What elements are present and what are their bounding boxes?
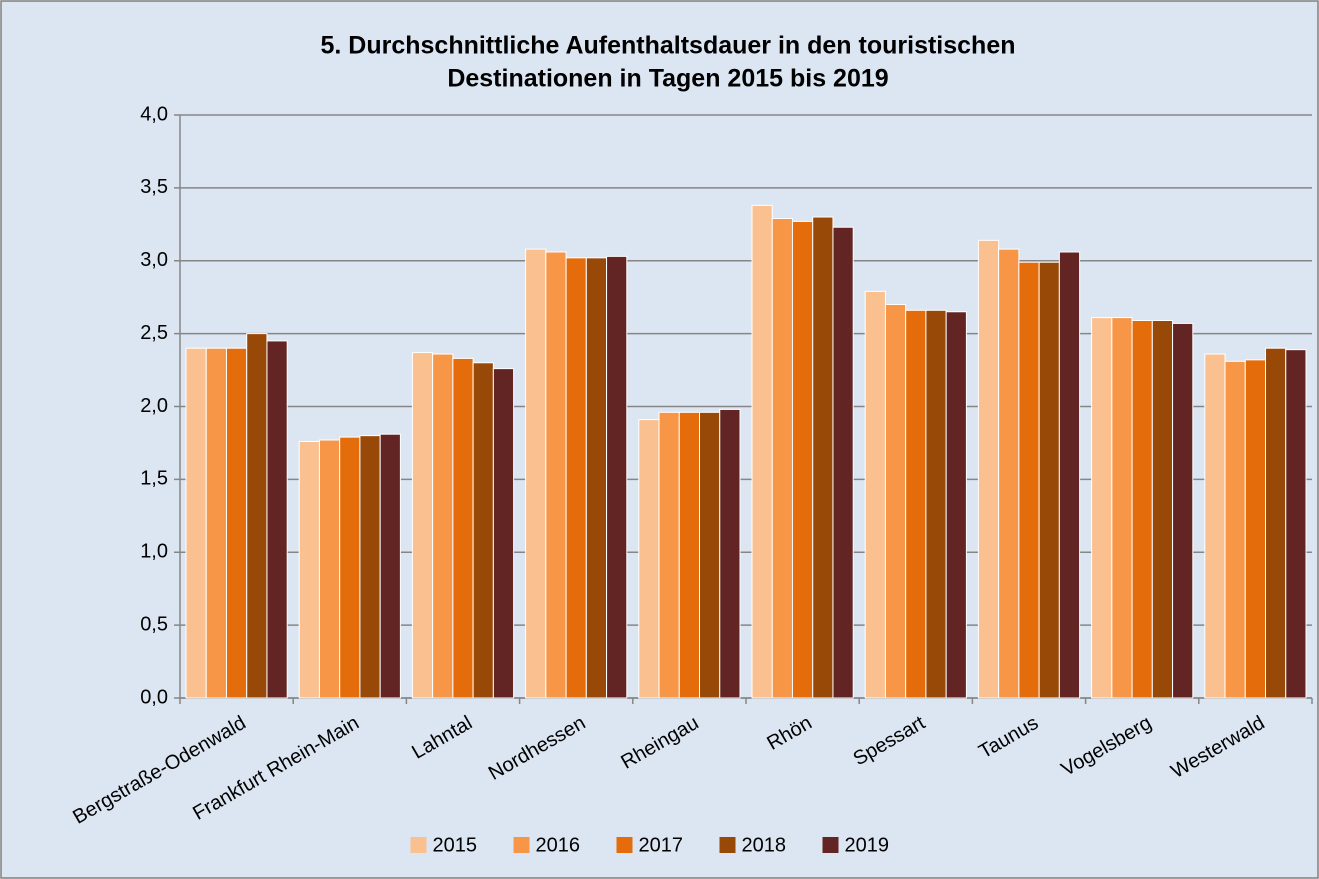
bar bbox=[205, 347, 227, 699]
bar bbox=[1204, 353, 1226, 699]
bar bbox=[492, 368, 515, 699]
bar bbox=[525, 248, 547, 699]
legend-label: 2016 bbox=[536, 834, 581, 856]
bar bbox=[1224, 360, 1246, 699]
y-tick-label: 1,0 bbox=[140, 541, 168, 563]
bar bbox=[998, 248, 1020, 699]
bar bbox=[565, 257, 587, 699]
bar bbox=[379, 433, 401, 699]
bar bbox=[472, 362, 494, 699]
bar bbox=[1038, 261, 1060, 699]
bar bbox=[678, 411, 701, 699]
legend-swatch bbox=[719, 837, 736, 853]
bar bbox=[1131, 320, 1153, 699]
legend-swatch bbox=[410, 837, 427, 853]
bar bbox=[411, 352, 434, 699]
bar bbox=[658, 411, 680, 699]
bar bbox=[905, 309, 927, 699]
y-tick-label: 1,5 bbox=[140, 468, 168, 490]
chart-title: 5. Durchschnittliche Aufenthaltsdauer in… bbox=[320, 32, 1015, 60]
bar bbox=[225, 347, 248, 699]
bar bbox=[751, 204, 773, 699]
bar bbox=[359, 435, 381, 699]
bar bbox=[545, 251, 567, 699]
bar bbox=[1244, 359, 1267, 699]
bar bbox=[638, 419, 660, 699]
bar bbox=[1018, 261, 1040, 699]
legend-label: 2019 bbox=[845, 834, 890, 856]
bar bbox=[318, 439, 341, 699]
y-tick-label: 3,5 bbox=[140, 176, 168, 198]
legend-label: 2015 bbox=[433, 834, 478, 856]
legend-swatch bbox=[513, 837, 530, 853]
bar bbox=[925, 309, 947, 699]
bar bbox=[832, 226, 854, 699]
bar bbox=[884, 303, 907, 699]
bar bbox=[812, 216, 834, 699]
bar bbox=[185, 347, 207, 699]
y-tick-label: 2,5 bbox=[140, 322, 168, 344]
y-tick-label: 0,5 bbox=[140, 613, 168, 635]
bar bbox=[771, 217, 793, 699]
bar bbox=[1091, 317, 1113, 699]
chart-title: Destinationen in Tagen 2015 bis 2019 bbox=[447, 65, 888, 93]
bar bbox=[246, 333, 268, 699]
y-tick-label: 4,0 bbox=[140, 103, 168, 125]
bar bbox=[1151, 320, 1174, 699]
bar bbox=[606, 255, 628, 699]
y-tick-label: 0,0 bbox=[140, 686, 168, 708]
legend-swatch bbox=[616, 837, 633, 853]
bar bbox=[1265, 347, 1287, 699]
bar bbox=[585, 257, 608, 699]
bar bbox=[339, 436, 361, 699]
bar bbox=[1285, 349, 1307, 699]
bar bbox=[266, 340, 288, 699]
bar bbox=[1058, 251, 1081, 699]
bar bbox=[864, 290, 886, 699]
legend-label: 2017 bbox=[639, 834, 684, 856]
bar bbox=[1172, 322, 1194, 699]
bar bbox=[791, 220, 814, 699]
bar bbox=[977, 239, 1000, 699]
bar bbox=[452, 357, 474, 699]
y-tick-label: 2,0 bbox=[140, 395, 168, 417]
bar bbox=[432, 353, 454, 699]
bar bbox=[1111, 317, 1133, 699]
legend-label: 2018 bbox=[742, 834, 787, 856]
bar bbox=[945, 311, 967, 699]
bar bbox=[699, 411, 721, 699]
y-tick-label: 3,0 bbox=[140, 249, 168, 271]
bar bbox=[298, 440, 320, 699]
bar bbox=[719, 408, 741, 699]
legend-swatch bbox=[822, 837, 839, 853]
